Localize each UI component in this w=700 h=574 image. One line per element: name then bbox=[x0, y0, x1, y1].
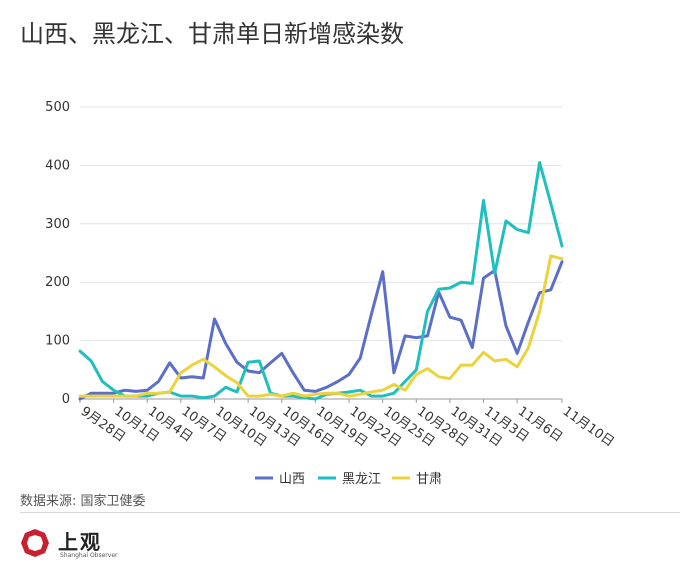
data-source: 数据来源: 国家卫健委 bbox=[20, 494, 146, 509]
y-tick-label: 400 bbox=[45, 158, 70, 173]
legend: 山西 黑龙江 甘肃 bbox=[255, 472, 442, 487]
grid bbox=[80, 106, 562, 400]
y-tick-label: 0 bbox=[62, 392, 70, 407]
divider bbox=[20, 512, 680, 513]
y-tick-label: 100 bbox=[45, 334, 70, 349]
y-tick-label: 500 bbox=[45, 100, 70, 115]
series-line-甘肃 bbox=[78, 254, 564, 398]
legend-label: 甘肃 bbox=[416, 472, 442, 487]
chart-title: 山西、黑龙江、甘肃单日新增感染数 bbox=[20, 20, 404, 48]
series-line-山西 bbox=[78, 260, 564, 401]
logo-icon bbox=[21, 529, 49, 557]
series-lines bbox=[78, 161, 564, 401]
logo: 上观 Shanghai Observer bbox=[20, 526, 160, 566]
logo-name: 上观 bbox=[58, 530, 102, 554]
series-line-黑龙江 bbox=[78, 161, 564, 401]
y-tick-label: 300 bbox=[45, 217, 70, 232]
y-axis: 0 100 200 300 400 500 bbox=[45, 100, 70, 407]
legend-label: 黑龙江 bbox=[342, 472, 381, 487]
logo-subtitle: Shanghai Observer bbox=[60, 552, 118, 559]
x-axis: 9月28日10月1日10月4日10月7日10月10日10月13日10月16日10… bbox=[78, 399, 617, 450]
y-tick-label: 200 bbox=[45, 275, 70, 290]
legend-label: 山西 bbox=[279, 472, 305, 487]
x-tick-label: 11月10日 bbox=[560, 404, 617, 450]
